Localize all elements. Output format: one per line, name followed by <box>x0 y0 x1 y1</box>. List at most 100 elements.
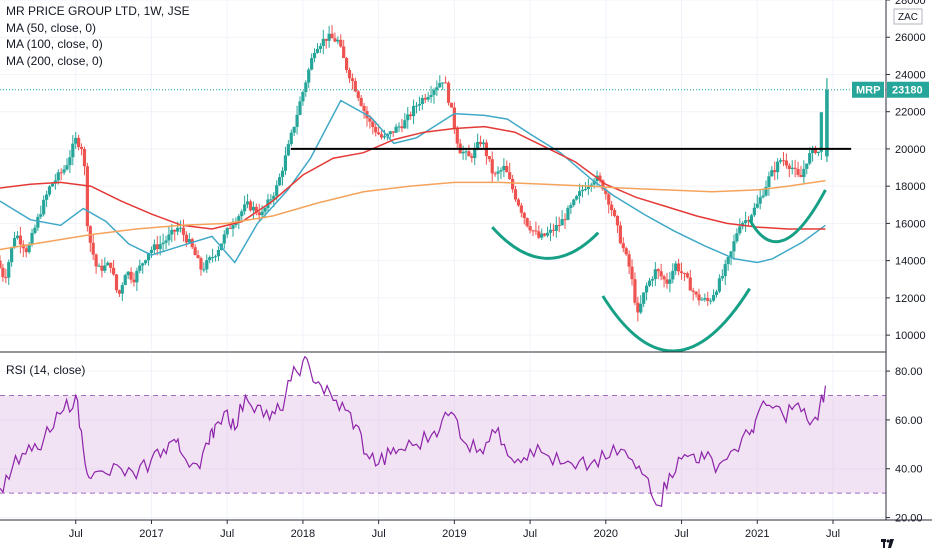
candle-body <box>260 211 264 216</box>
time-tick-label: Jul <box>675 528 689 540</box>
legend-rsi-title[interactable]: RSI (14, close) <box>6 363 86 377</box>
candle-body <box>100 265 104 271</box>
price-tick-label: 18000 <box>895 181 926 193</box>
candle-body <box>502 165 506 171</box>
candle-body <box>42 199 46 215</box>
candle-body <box>679 271 684 273</box>
candle-body <box>717 278 722 292</box>
candle-body <box>97 265 101 267</box>
candle-body <box>208 257 212 261</box>
candle-body <box>420 97 424 105</box>
candle-body <box>478 141 483 145</box>
candle-body <box>411 105 416 117</box>
head-arc[interactable] <box>601 287 751 353</box>
ma100-line <box>0 125 826 230</box>
legend-title[interactable]: MR PRICE GROUP LTD, 1W, JSE <box>6 4 190 18</box>
candle-body <box>612 210 617 216</box>
price-tick-label: 22000 <box>895 107 926 119</box>
candle-body <box>117 290 122 294</box>
candle-body <box>601 180 605 190</box>
tradingview-logo-icon[interactable] <box>881 537 894 550</box>
candle-body <box>193 247 197 256</box>
legend-ma100[interactable]: MA (100, close, 0) <box>6 37 103 51</box>
candle-body <box>82 149 87 167</box>
candle-body <box>353 80 357 92</box>
candle-body <box>278 177 282 186</box>
candle-body <box>211 257 215 259</box>
main-legend: MR PRICE GROUP LTD, 1W, JSE MA (50, clos… <box>6 3 190 69</box>
candle-body <box>446 82 451 103</box>
candle-body <box>452 107 456 129</box>
candle-body <box>109 262 113 268</box>
candle-body <box>496 171 500 174</box>
pattern-layer <box>491 189 827 353</box>
candle-body <box>787 165 791 170</box>
candle-body <box>339 39 343 47</box>
candle-body <box>493 173 497 175</box>
rsi-tick-label: 60.00 <box>895 415 923 427</box>
candle-body <box>682 272 687 274</box>
candle-body <box>257 212 261 216</box>
candle-body <box>438 83 442 88</box>
candle-body <box>414 105 419 107</box>
price-tag[interactable] <box>887 81 929 98</box>
candle-body <box>149 250 154 253</box>
candle-body <box>47 186 52 195</box>
price-tag-label: 23180 <box>892 85 923 97</box>
candle-body <box>778 160 783 162</box>
symbol-tag[interactable] <box>852 81 884 98</box>
candle-body <box>557 224 561 226</box>
candle-body <box>461 151 465 154</box>
legend-ma200[interactable]: MA (200, close, 0) <box>6 53 103 68</box>
candle-body <box>272 195 276 200</box>
candle-body <box>315 48 320 53</box>
candle-body <box>184 234 189 243</box>
candle-body <box>368 118 372 122</box>
candle-body <box>580 189 585 192</box>
left-shoulder-arc[interactable] <box>491 226 600 260</box>
candle-body <box>243 204 247 212</box>
candle-body <box>71 143 75 158</box>
price-tick-label: 10000 <box>895 330 926 342</box>
candle-body <box>324 38 328 41</box>
candle-body <box>103 265 107 271</box>
symbol-tag-label: MRP <box>856 85 880 97</box>
candle-body <box>225 228 229 235</box>
candle-body <box>490 159 494 174</box>
candle-body <box>513 189 518 200</box>
candle-body <box>429 94 433 98</box>
candle-body <box>318 45 322 49</box>
candle-body <box>144 260 148 264</box>
candle-body <box>423 97 427 100</box>
candle-body <box>642 292 646 304</box>
currency-box[interactable] <box>893 8 923 25</box>
candle-body <box>176 227 180 232</box>
candle-body <box>805 163 809 169</box>
candle-body <box>27 244 31 253</box>
candle-body <box>505 165 509 173</box>
candle-body <box>563 219 567 221</box>
candle-body <box>362 105 366 112</box>
candle-body <box>781 160 786 162</box>
candle-body <box>231 225 235 229</box>
ma200-line <box>0 179 826 251</box>
time-tick-label: 2018 <box>291 528 315 540</box>
candle-body <box>336 39 340 42</box>
candle-body <box>604 189 608 195</box>
price-tick-label: 24000 <box>895 69 926 81</box>
time-tick-label: 2021 <box>745 528 769 540</box>
candle-body <box>644 285 649 293</box>
candle-body <box>123 275 127 286</box>
candle-body <box>703 298 707 300</box>
candle-body <box>10 247 14 263</box>
candle-body <box>790 167 794 170</box>
candle-body <box>347 69 352 79</box>
candle-body <box>534 230 538 232</box>
time-tick-label: Jul <box>69 528 83 540</box>
currency-label: ZAC <box>898 12 918 23</box>
right-shoulder-arc[interactable] <box>748 189 827 244</box>
candle-body <box>237 216 241 223</box>
legend-ma50[interactable]: MA (50, close, 0) <box>6 20 97 35</box>
